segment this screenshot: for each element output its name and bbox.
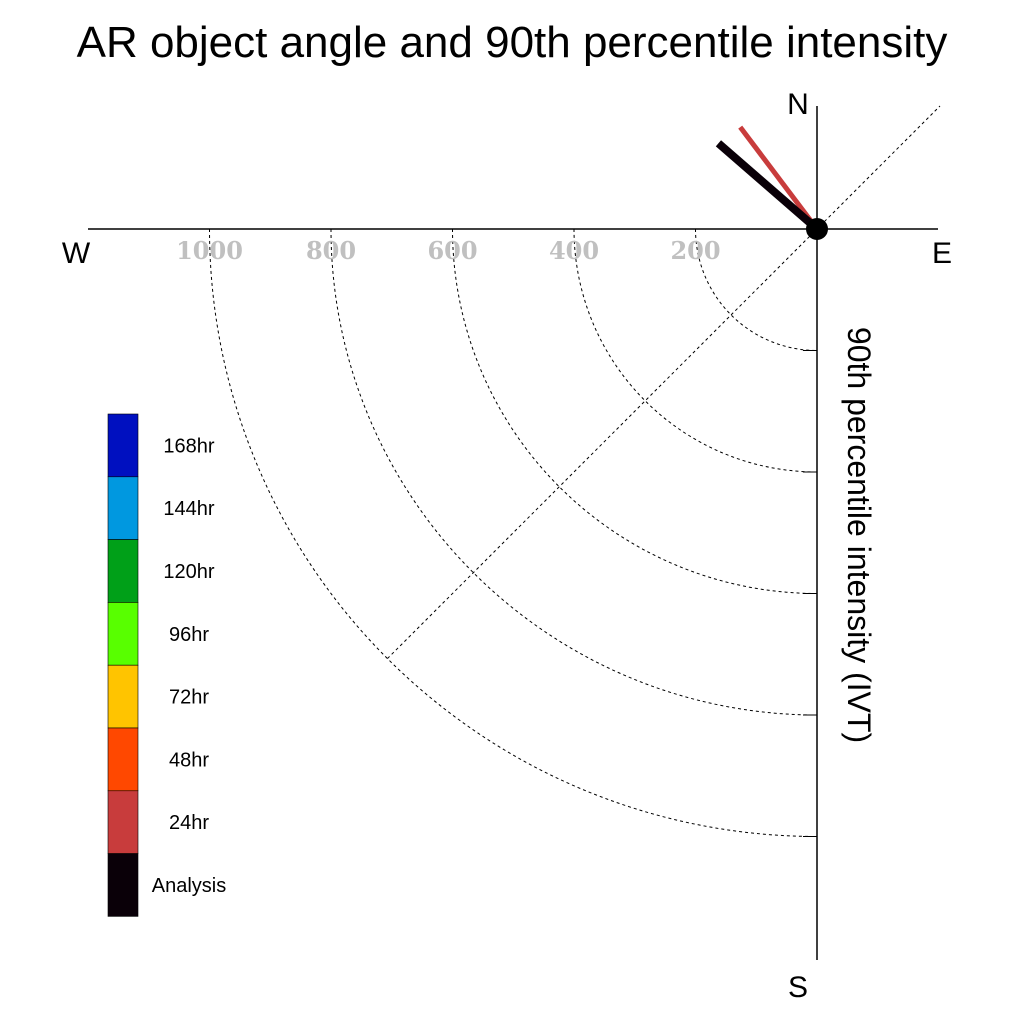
legend-swatch-analysis xyxy=(107,853,139,917)
legend-swatch-168hr xyxy=(107,413,139,478)
grid-arc-1 xyxy=(695,228,818,351)
compass-north: N xyxy=(787,88,809,121)
legend-swatch-48hr xyxy=(107,727,139,792)
radial-axis-label: 90th percentile intensity (IVT) xyxy=(841,327,877,743)
compass-west: W xyxy=(62,237,91,270)
legend-swatch-120hr xyxy=(107,539,139,603)
legend-label: 24hr xyxy=(169,812,209,834)
legend-swatch-72hr xyxy=(107,664,139,729)
grid-arc-4 xyxy=(330,228,818,716)
radial-tick-label: 800 xyxy=(306,236,356,265)
legend-label: Analysis xyxy=(152,875,226,897)
series-line-24hr xyxy=(738,125,819,231)
chart-title: AR object angle and 90th percentile inte… xyxy=(77,18,948,67)
legend-label: 168hr xyxy=(163,435,214,457)
radial-tick-label: 600 xyxy=(427,236,477,265)
legend-label: 144hr xyxy=(163,498,214,520)
legend-label: 96hr xyxy=(169,624,209,646)
grid-arc-5 xyxy=(209,228,818,837)
legend-label: 72hr xyxy=(169,687,209,709)
legend-swatch-96hr xyxy=(107,602,139,666)
legend-swatch-24hr xyxy=(107,790,139,854)
series-lines xyxy=(715,125,820,233)
origin-point xyxy=(806,218,828,240)
legend-label: 48hr xyxy=(169,749,209,771)
compass-south: S xyxy=(788,971,808,1004)
legend: 168hr 144hr 120hr 96hr 72hr 48hr 24hr Analysis xyxy=(107,413,226,917)
radial-tick-label: 400 xyxy=(549,236,599,265)
radial-tick-label: 200 xyxy=(670,236,720,265)
radial-tick-label: 1000 xyxy=(176,236,243,265)
legend-swatch-144hr xyxy=(107,476,139,540)
grid-arc-2 xyxy=(573,228,818,473)
series-line-analysis xyxy=(715,140,820,233)
grid-arc-3 xyxy=(452,228,818,594)
radial-tick-labels: 200 400 600 800 1000 xyxy=(176,236,720,265)
legend-label: 120hr xyxy=(163,561,214,583)
polar-grid xyxy=(209,105,941,837)
compass-east: E xyxy=(932,237,952,270)
diagonal-guide xyxy=(387,105,941,659)
